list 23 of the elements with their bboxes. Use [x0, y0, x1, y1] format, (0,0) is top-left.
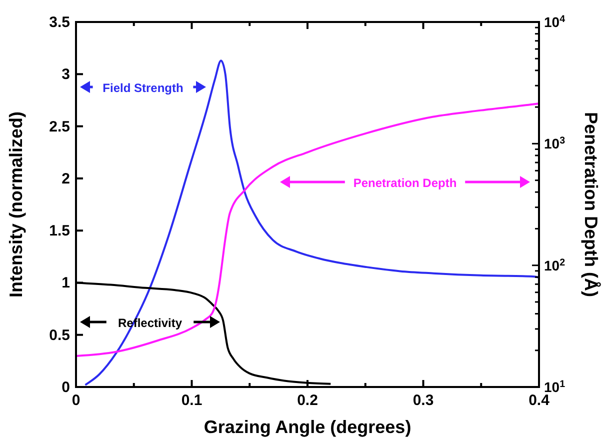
- x-tick-label: 0.4: [528, 392, 550, 409]
- y2-tick-label: 10$^{2}$: [544, 256, 566, 274]
- x-tick-label: 0.1: [181, 392, 202, 409]
- y-tick-label: 1.5: [49, 222, 70, 240]
- x-tick-label: 0.3: [412, 392, 434, 409]
- y-tick-label: 0.5: [49, 326, 70, 344]
- y-tick-label: 2.5: [49, 118, 70, 136]
- x-axis-title: Grazing Angle (degrees): [204, 417, 412, 437]
- y2-tick-label: 10$^{1}$: [544, 378, 566, 395]
- line-series: [75, 102, 540, 357]
- y2-tick-label: 10$^{4}$: [544, 14, 566, 30]
- line-series: [84, 60, 540, 386]
- y-tick-label: 1: [62, 274, 70, 292]
- y-tick-label: 3.5: [49, 14, 70, 31]
- x-tick-label: 0.2: [297, 392, 318, 409]
- y-tick-label: 0: [62, 379, 70, 396]
- y2-tick-label: 10$^{3}$: [544, 135, 566, 152]
- y2-axis-title: Penetration Depth (Å): [581, 112, 601, 298]
- annotation: Penetration Depth: [353, 176, 457, 190]
- y-tick-label: 3: [62, 66, 70, 84]
- y-axis-title: Intensity (normalized): [6, 111, 26, 298]
- annotation: Field Strength: [102, 81, 184, 95]
- y-tick-label: 2: [62, 170, 70, 188]
